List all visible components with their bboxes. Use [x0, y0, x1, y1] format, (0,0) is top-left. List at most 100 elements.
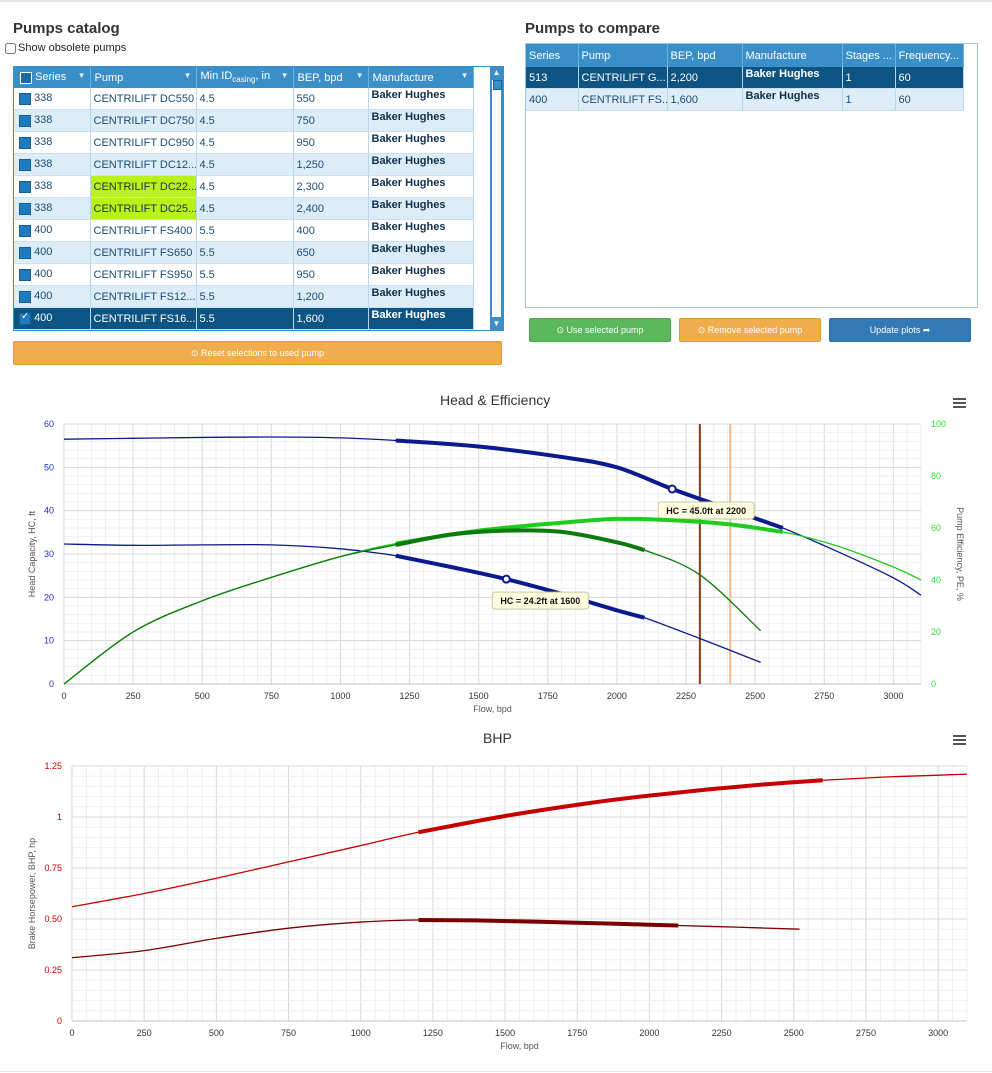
row-checkbox[interactable] [19, 268, 31, 281]
row-pump[interactable]: CENTRILIFT FS26... [90, 329, 197, 330]
table-row[interactable]: 400 CENTRILIFT FS12... 5.5 1,200 Baker Hughe… [14, 285, 474, 308]
row-series[interactable]: 400 [14, 307, 91, 330]
row-checkbox[interactable] [19, 92, 31, 105]
row-pump[interactable]: CENTRILIFT DC25... [90, 197, 197, 220]
row-checkbox[interactable] [19, 246, 31, 259]
chart-menu-icon[interactable] [953, 398, 966, 408]
row-series[interactable]: 338 [14, 109, 91, 132]
row-pump[interactable]: CENTRILIFT FS400 [90, 219, 197, 242]
table-row[interactable]: 338 CENTRILIFT DC22... 4.5 2,300 Baker Hughe… [14, 175, 474, 198]
row-bep[interactable]: 2,400 [293, 197, 369, 220]
scroll-down-icon[interactable]: ▼ [492, 319, 501, 328]
chart-menu-icon[interactable] [953, 735, 966, 745]
cmp-frequency[interactable]: 60 [895, 67, 964, 89]
scroll-up-icon[interactable]: ▲ [492, 68, 501, 77]
row-pump[interactable]: CENTRILIFT DC550 [90, 88, 197, 110]
row-series[interactable]: 400 [14, 285, 91, 308]
row-pump[interactable]: CENTRILIFT DC950 [90, 131, 197, 154]
row-manufacture[interactable]: Baker Hughes [368, 241, 474, 264]
row-series[interactable]: 400 [14, 329, 91, 330]
show-obsolete-checkbox[interactable] [5, 42, 16, 54]
row-min-id[interactable]: 4.5 [196, 88, 294, 110]
row-checkbox[interactable] [19, 224, 31, 237]
table-row[interactable]: 400 CENTRILIFT FS950 5.5 950 Baker Hughes [14, 263, 474, 286]
row-series[interactable]: 338 [14, 197, 91, 220]
row-series[interactable]: 338 [14, 175, 91, 198]
row-checkbox[interactable] [19, 202, 31, 215]
cmp-col-series[interactable]: Series [526, 44, 579, 67]
row-bep[interactable]: 950 [293, 131, 369, 154]
row-manufacture[interactable]: Baker Hughes [368, 197, 474, 220]
row-checkbox[interactable] [19, 136, 31, 149]
row-min-id[interactable]: 4.5 [196, 109, 294, 132]
row-series[interactable]: 338 [14, 88, 91, 110]
table-row[interactable]: 338 CENTRILIFT DC750 4.5 750 Baker Hughes [14, 109, 474, 132]
row-bep[interactable]: 550 [293, 88, 369, 110]
row-pump[interactable]: CENTRILIFT DC22... [90, 175, 197, 198]
row-manufacture[interactable]: Baker Hughes [368, 175, 474, 198]
row-manufacture[interactable]: Baker Hughes [368, 109, 474, 132]
col-pump[interactable]: Pump ▼ [90, 67, 197, 88]
row-bep[interactable]: 1,250 [293, 153, 369, 176]
col-bep[interactable]: BEP, bpd ▼ [293, 67, 369, 88]
scroll-track[interactable] [492, 80, 502, 317]
reset-selections-button[interactable]: ⊙ Reset selections to used pump [13, 341, 502, 365]
filter-icon[interactable]: ▼ [460, 71, 469, 80]
row-bep[interactable]: 750 [293, 109, 369, 132]
remove-selected-pump-button[interactable]: ⊙ Remove selected pump [679, 318, 821, 342]
row-checkbox[interactable] [19, 114, 31, 127]
table-row[interactable]: 338 CENTRILIFT DC12... 4.5 1,250 Baker Hughe… [14, 153, 474, 176]
cmp-manufacture[interactable]: Baker Hughes [742, 88, 843, 111]
row-manufacture[interactable]: Baker Hughes [368, 153, 474, 176]
row-manufacture[interactable]: Baker Hughes [368, 88, 474, 110]
cmp-bep[interactable]: 1,600 [667, 88, 743, 111]
row-min-id[interactable]: 5.5 [196, 263, 294, 286]
compare-row[interactable]: 400 CENTRILIFT FS... 1,600 Baker Hughes 1 60 [526, 88, 964, 111]
catalog-scrollbar[interactable]: ▲ ▼ [490, 67, 503, 330]
cmp-stages[interactable]: 1 [842, 88, 896, 111]
filter-icon[interactable]: ▼ [183, 71, 192, 80]
row-pump[interactable]: CENTRILIFT FS950 [90, 263, 197, 286]
row-series[interactable]: 400 [14, 219, 91, 242]
select-all-checkbox[interactable] [20, 71, 32, 84]
cmp-manufacture[interactable]: Baker Hughes [742, 67, 843, 89]
filter-icon[interactable]: ▼ [77, 71, 86, 80]
use-selected-pump-button[interactable]: ⊙ Use selected pump [529, 318, 671, 342]
row-min-id[interactable]: 4.5 [196, 131, 294, 154]
row-bep[interactable]: 2,600 [293, 329, 369, 330]
cmp-col-bep[interactable]: BEP, bpd [667, 44, 743, 67]
filter-icon[interactable]: ▼ [355, 71, 364, 80]
row-min-id[interactable]: 5.5 [196, 329, 294, 330]
table-row[interactable]: 400 CENTRILIFT FS400 5.5 400 Baker Hughes [14, 219, 474, 242]
row-checkbox[interactable] [19, 311, 31, 325]
row-min-id[interactable]: 5.5 [196, 241, 294, 264]
row-bep[interactable]: 650 [293, 241, 369, 264]
row-manufacture[interactable]: Baker Hughes [368, 263, 474, 286]
cmp-pump[interactable]: CENTRILIFT FS... [578, 88, 668, 111]
row-min-id[interactable]: 4.5 [196, 153, 294, 176]
filter-icon[interactable]: ▼ [280, 71, 289, 80]
row-series[interactable]: 400 [14, 241, 91, 264]
cmp-frequency[interactable]: 60 [895, 88, 964, 111]
cmp-series[interactable]: 400 [526, 88, 579, 111]
row-pump[interactable]: CENTRILIFT FS650 [90, 241, 197, 264]
cmp-pump[interactable]: CENTRILIFT G... [578, 67, 668, 89]
row-min-id[interactable]: 5.5 [196, 285, 294, 308]
col-series[interactable]: Series ▼ [14, 67, 91, 88]
table-row[interactable]: 400 CENTRILIFT FS650 5.5 650 Baker Hughes [14, 241, 474, 264]
compare-row[interactable]: 513 CENTRILIFT G... 2,200 Baker Hughes 1 60 [526, 67, 964, 89]
row-pump[interactable]: CENTRILIFT FS16... [90, 307, 197, 330]
show-obsolete-row[interactable]: Show obsolete pumps [5, 42, 126, 54]
row-checkbox[interactable] [19, 180, 31, 193]
row-manufacture[interactable]: Baker Hughes [368, 219, 474, 242]
row-series[interactable]: 400 [14, 263, 91, 286]
row-bep[interactable]: 2,300 [293, 175, 369, 198]
row-min-id[interactable]: 5.5 [196, 219, 294, 242]
row-min-id[interactable]: 5.5 [196, 307, 294, 330]
row-bep[interactable]: 950 [293, 263, 369, 286]
row-manufacture[interactable]: Baker Hughes [368, 307, 474, 330]
cmp-series[interactable]: 513 [526, 67, 579, 89]
row-pump[interactable]: CENTRILIFT DC12... [90, 153, 197, 176]
